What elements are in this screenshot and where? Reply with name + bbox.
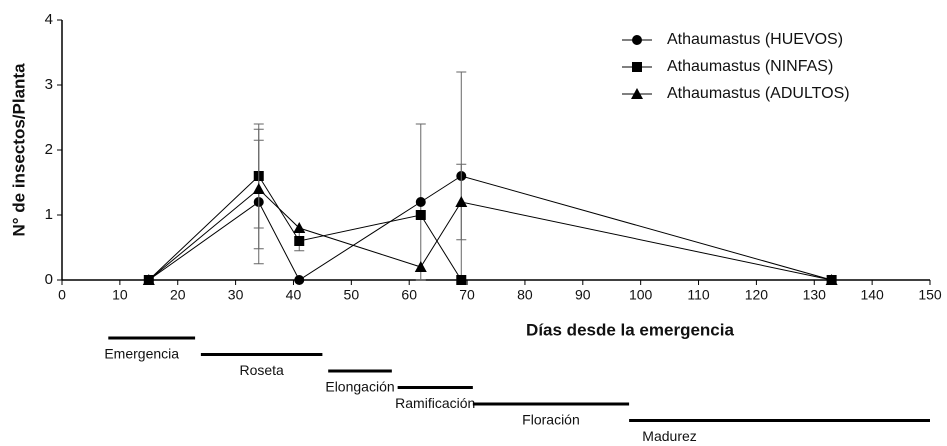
x-tick-label: 80 xyxy=(517,287,533,303)
x-tick-label: 40 xyxy=(286,287,302,303)
x-tick-label: 90 xyxy=(575,287,591,303)
x-tick-label: 70 xyxy=(459,287,475,303)
x-tick-label: 60 xyxy=(401,287,417,303)
data-point xyxy=(415,197,426,207)
y-tick-label: 3 xyxy=(45,76,53,93)
x-tick-label: 130 xyxy=(803,287,827,303)
legend-marker xyxy=(632,35,642,45)
x-tick-label: 50 xyxy=(344,287,360,303)
data-point xyxy=(142,274,155,285)
stage-label: Floración xyxy=(522,412,580,428)
stage-label: Madurez xyxy=(642,428,696,444)
data-point xyxy=(415,210,426,220)
x-tick-label: 100 xyxy=(629,287,653,303)
stage-label: Elongación xyxy=(325,379,394,395)
data-point xyxy=(455,196,468,207)
stage-label: Roseta xyxy=(239,362,284,378)
legend-marker xyxy=(632,62,642,72)
y-tick-label: 4 xyxy=(45,11,53,28)
x-tick-label: 10 xyxy=(112,287,128,303)
x-tick-label: 140 xyxy=(860,287,884,303)
data-point xyxy=(414,261,427,272)
y-tick-label: 1 xyxy=(45,206,53,223)
data-point xyxy=(294,236,305,246)
x-tick-label: 110 xyxy=(687,287,710,303)
x-tick-label: 0 xyxy=(58,287,66,303)
data-point xyxy=(294,275,305,285)
x-tick-label: 120 xyxy=(745,287,769,303)
legend-label: Athaumastus (ADULTOS) xyxy=(667,85,850,102)
y-tick-label: 0 xyxy=(45,271,53,288)
legend-label: Athaumastus (NINFAS) xyxy=(667,58,833,75)
y-axis-label: N° de insectos/Planta xyxy=(9,63,28,237)
data-point xyxy=(252,183,265,194)
x-tick-label: 30 xyxy=(228,287,244,303)
x-tick-label: 20 xyxy=(170,287,186,303)
stage-label: Emergencia xyxy=(104,346,179,362)
series-line xyxy=(148,188,832,281)
data-point xyxy=(825,274,838,285)
legend-label: Athaumastus (HUEVOS) xyxy=(667,31,843,48)
series-line xyxy=(148,175,832,281)
x-axis-label: Días desde la emergencia xyxy=(526,320,734,339)
data-point xyxy=(456,275,467,285)
y-tick-label: 2 xyxy=(45,141,53,158)
stage-label: Ramificación xyxy=(395,395,475,411)
legend-marker xyxy=(631,88,643,99)
data-point xyxy=(293,222,306,233)
x-tick-label: 150 xyxy=(918,287,942,303)
series-line xyxy=(148,175,832,281)
